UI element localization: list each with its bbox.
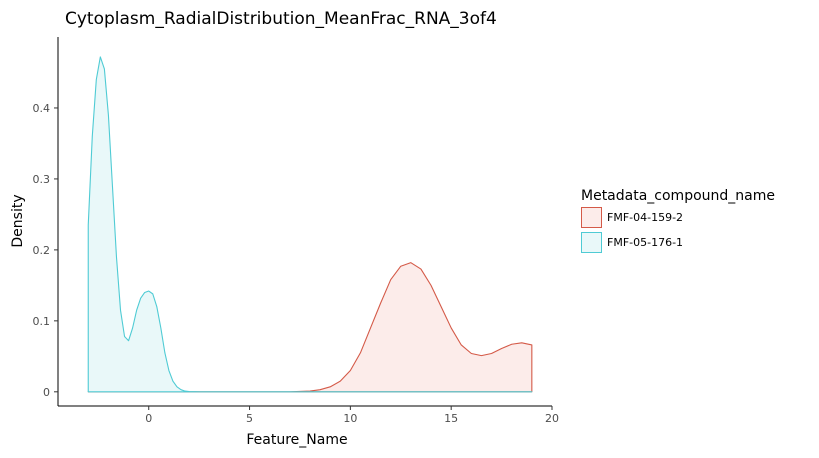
y-tick-label: 0.2 xyxy=(33,244,51,257)
chart-title: Cytoplasm_RadialDistribution_MeanFrac_RN… xyxy=(65,9,497,29)
x-axis-title: Feature_Name xyxy=(246,432,347,448)
legend-label: FMF-04-159-2 xyxy=(607,211,683,224)
y-axis-title: Density xyxy=(10,194,26,247)
legend: Metadata_compound_name FMF-04-159-2 FMF-0… xyxy=(581,188,775,253)
y-tick-label: 0 xyxy=(43,386,50,399)
legend-title: Metadata_compound_name xyxy=(581,188,775,204)
x-tick-label: 20 xyxy=(545,412,559,425)
x-tick-label: 15 xyxy=(444,412,458,425)
y-ticks: 0 0.1 0.2 0.3 0.4 xyxy=(33,102,58,399)
y-tick-label: 0.3 xyxy=(33,173,51,186)
x-tick-label: 0 xyxy=(145,412,152,425)
y-tick-label: 0.4 xyxy=(33,102,51,115)
plot-area xyxy=(87,56,533,393)
legend-swatch xyxy=(581,232,602,253)
density-area-fmf-05-176-1 xyxy=(87,56,533,393)
x-tick-label: 5 xyxy=(246,412,253,425)
legend-swatch xyxy=(581,207,602,228)
density-area-fmf-04-159-2 xyxy=(87,262,533,393)
legend-label: FMF-05-176-1 xyxy=(607,236,683,249)
axes xyxy=(57,37,552,407)
y-tick-label: 0.1 xyxy=(33,315,51,328)
x-ticks: 0 5 10 15 20 xyxy=(145,406,559,425)
x-tick-label: 10 xyxy=(343,412,357,425)
